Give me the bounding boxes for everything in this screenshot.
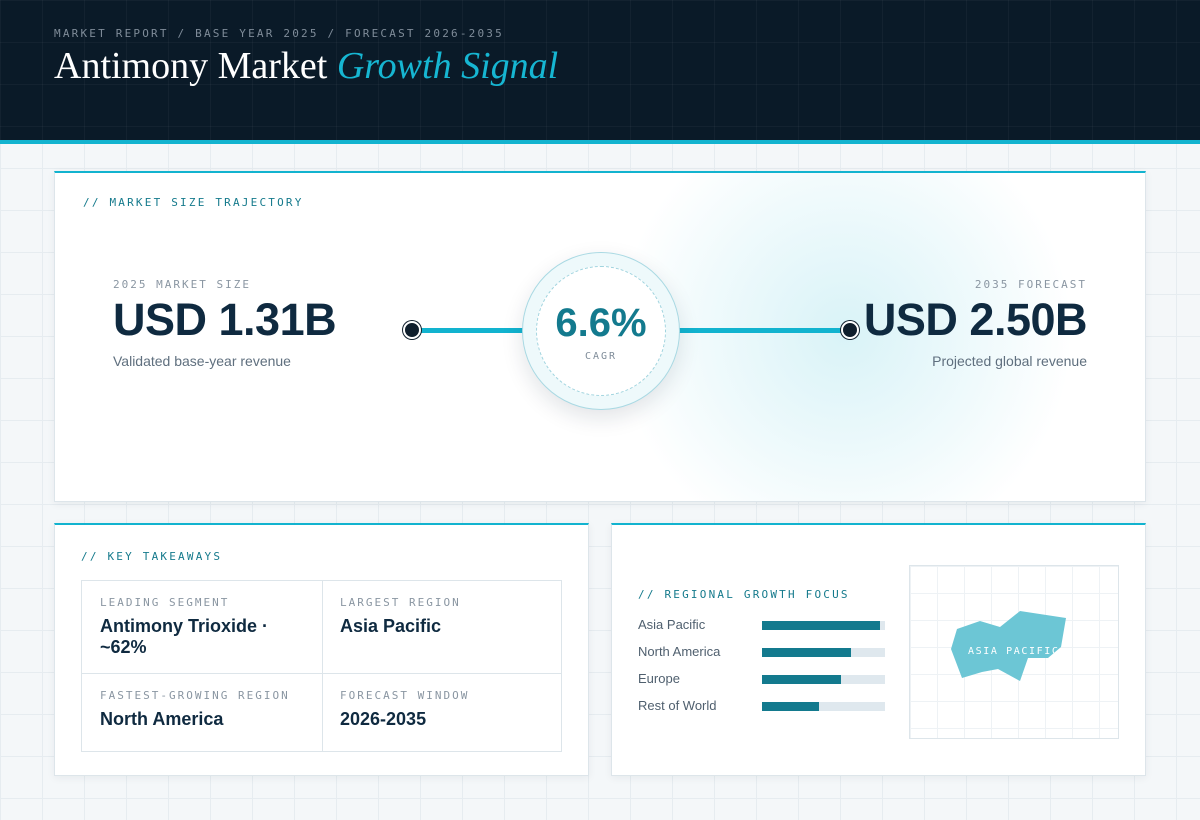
- region-name: Europe: [638, 671, 680, 686]
- end-metric-label: 2035 FORECAST: [974, 278, 1087, 291]
- region-name: North America: [638, 644, 721, 659]
- takeaways-grid: LEADING SEGMENT Antimony Trioxide · ~62%…: [81, 580, 562, 752]
- cagr-label: CAGR: [584, 351, 618, 362]
- region-bar-track: [762, 702, 885, 711]
- start-metric-value: USD 1.31B: [113, 294, 337, 345]
- grid-divider-vertical: [322, 581, 323, 751]
- market-trajectory-card: // MARKET SIZE TRAJECTORY 2025 MARKET SI…: [54, 171, 1146, 502]
- cagr-badge: 6.6% CAGR: [522, 252, 680, 410]
- start-metric-label: 2025 MARKET SIZE: [113, 278, 251, 291]
- page-title-main: Antimony Market: [54, 45, 337, 87]
- region-name: Asia Pacific: [638, 617, 706, 632]
- takeaway-value: 2026-2035: [340, 709, 427, 729]
- grid-divider-horizontal: [82, 673, 561, 674]
- region-bar-track: [762, 675, 885, 684]
- region-bar-fill: [762, 675, 841, 684]
- region-row: Rest of World: [638, 696, 888, 716]
- takeaway-leading-segment: LEADING SEGMENT Antimony Trioxide · ~62%: [100, 596, 305, 658]
- start-metric-caption: Validated base-year revenue: [113, 353, 291, 369]
- end-metric-caption: Projected global revenue: [932, 353, 1087, 369]
- page-title-accent: Growth Signal: [336, 45, 559, 87]
- regional-section-label: // REGIONAL GROWTH FOCUS: [638, 588, 850, 601]
- end-metric-value: USD 2.50B: [863, 294, 1088, 345]
- region-row: Europe: [638, 669, 888, 689]
- takeaway-fastest-growing-region: FASTEST-GROWING REGION North America: [100, 689, 305, 730]
- map-region-label: ASIA PACIFIC: [968, 646, 1060, 657]
- region-bar-fill: [762, 648, 851, 657]
- end-point-marker: [841, 321, 859, 339]
- takeaway-key: LEADING SEGMENT: [100, 596, 230, 609]
- start-point-marker: [403, 321, 421, 339]
- report-eyebrow: MARKET REPORT / BASE YEAR 2025 / FORECAS…: [54, 27, 504, 40]
- takeaway-key: LARGEST REGION: [340, 596, 461, 609]
- region-row: North America: [638, 642, 888, 662]
- cagr-value: 6.6%: [555, 301, 647, 345]
- takeaway-key: FORECAST WINDOW: [340, 689, 470, 702]
- takeaways-section-label: // KEY TAKEAWAYS: [81, 550, 223, 563]
- regional-growth-card: // REGIONAL GROWTH FOCUS Asia Pacific No…: [611, 523, 1146, 776]
- region-map: ASIA PACIFIC: [909, 565, 1119, 739]
- region-name: Rest of World: [638, 698, 717, 713]
- takeaway-forecast-window: FORECAST WINDOW 2026-2035: [340, 689, 545, 730]
- region-bar-track: [762, 621, 885, 630]
- report-header: MARKET REPORT / BASE YEAR 2025 / FORECAS…: [0, 0, 1200, 144]
- region-bar-fill: [762, 702, 819, 711]
- cagr-inner-ring: 6.6% CAGR: [536, 266, 666, 396]
- trajectory-line-right: [667, 328, 845, 333]
- region-bar-track: [762, 648, 885, 657]
- takeaway-value: North America: [100, 709, 224, 729]
- page-title: Antimony Market Growth Signal: [54, 44, 558, 88]
- takeaway-value: Asia Pacific: [340, 616, 442, 636]
- takeaway-key: FASTEST-GROWING REGION: [100, 689, 290, 702]
- key-takeaways-card: // KEY TAKEAWAYS LEADING SEGMENT Antimon…: [54, 523, 589, 776]
- asia-pacific-map-shape: [951, 611, 1066, 681]
- region-bar-fill: [762, 621, 881, 630]
- takeaway-value: Antimony Trioxide · ~62%: [100, 616, 269, 657]
- trajectory-line-left: [419, 328, 533, 333]
- region-row: Asia Pacific: [638, 615, 888, 635]
- takeaway-largest-region: LARGEST REGION Asia Pacific: [340, 596, 545, 637]
- trajectory-section-label: // MARKET SIZE TRAJECTORY: [83, 196, 304, 209]
